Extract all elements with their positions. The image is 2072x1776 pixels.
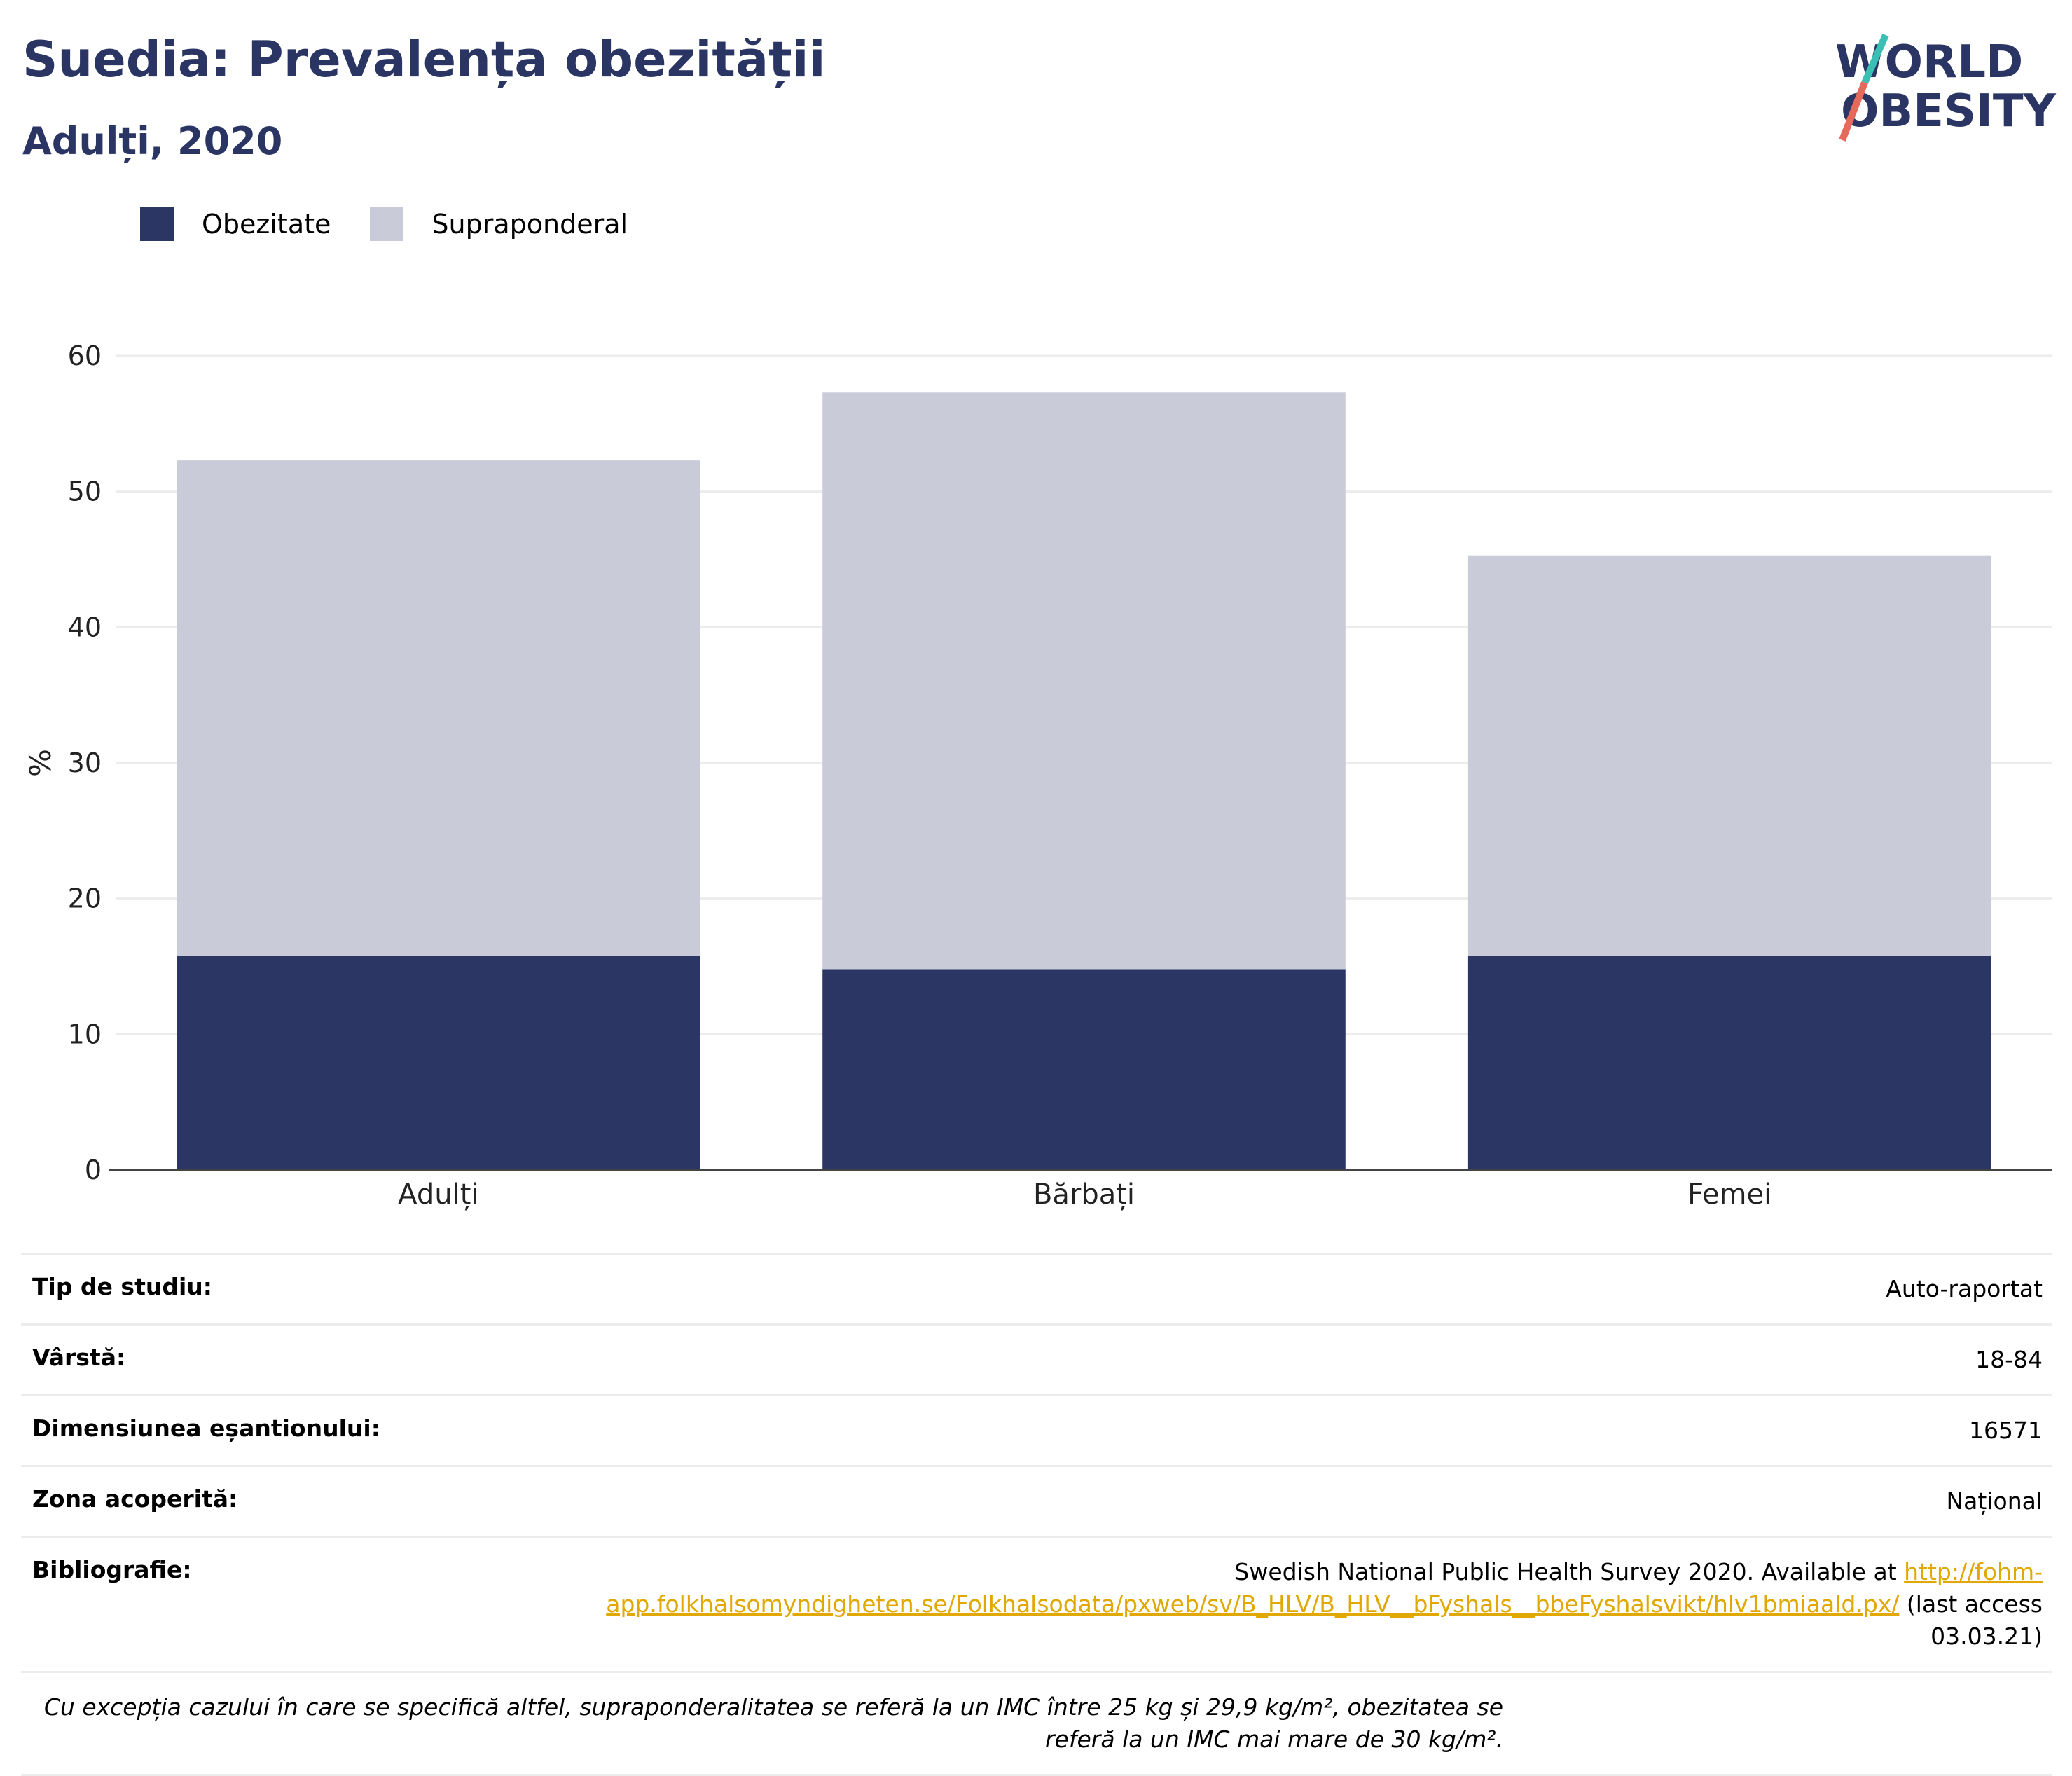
definition-note: Cu excepția cazului în care se specifică… — [43, 1693, 1503, 1753]
sample-value: 16571 — [1969, 1417, 2043, 1444]
bar-obesity-0 — [177, 956, 700, 1170]
y-tick-label-50: 50 — [68, 476, 102, 507]
info-row-age: Vârstă: 18-84 — [21, 1323, 2052, 1394]
study-type-label: Tip de studiu: — [32, 1273, 212, 1300]
bar-overweight-2 — [1467, 555, 1991, 956]
study-type-value: Auto-raportat — [1886, 1275, 2043, 1302]
legend-swatch-obesity — [140, 207, 174, 241]
bar-overweight-0 — [177, 460, 700, 956]
bibliography-label: Bibliografie: — [32, 1556, 192, 1583]
area-value: Național — [1946, 1487, 2043, 1515]
bar-obesity-2 — [1467, 956, 1991, 1170]
y-tick-label-10: 10 — [68, 1019, 102, 1049]
x-tick-label-0: Adulți — [398, 1178, 478, 1211]
info-table: Tip de studiu: Auto-raportat Vârstă: 18-… — [21, 1253, 2052, 1776]
bar-obesity-1 — [822, 969, 1346, 1170]
legend-item-obesity: Obezitate — [140, 207, 331, 241]
x-tick-label-2: Femei — [1687, 1178, 1771, 1211]
logo-line2: OBESITY — [1841, 85, 2056, 137]
bibliography-text: Swedish National Public Health Survey 20… — [1234, 1558, 1905, 1585]
y-axis-title: % — [23, 749, 57, 777]
chart-title: Suedia: Prevalența obezității — [22, 31, 826, 88]
bibliography-after: (last access 03.03.21) — [1899, 1590, 2043, 1650]
y-tick-label-40: 40 — [68, 612, 102, 642]
info-row-study-type: Tip de studiu: Auto-raportat — [21, 1253, 2052, 1323]
bibliography-link[interactable]: http://fohm-app.folkhalsomyndigheten.se/… — [606, 1558, 2043, 1618]
sample-label: Dimensiunea eșantionului: — [32, 1414, 380, 1442]
legend-label-overweight: Supraponderal — [431, 209, 628, 240]
age-value: 18-84 — [1975, 1346, 2043, 1373]
y-tick-label-0: 0 — [85, 1155, 102, 1185]
info-row-note: Cu excepția cazului în care se specifică… — [21, 1671, 2052, 1776]
legend: Obezitate Supraponderal — [140, 207, 667, 241]
info-row-bibliography: Bibliografie: Swedish National Public He… — [21, 1536, 2052, 1671]
world-obesity-logo: WORLD OBESITY — [1835, 33, 2056, 142]
age-label: Vârstă: — [32, 1344, 126, 1371]
legend-swatch-overweight — [370, 207, 404, 241]
legend-label-obesity: Obezitate — [202, 209, 331, 240]
y-tick-label-30: 30 — [68, 748, 102, 778]
info-row-sample: Dimensiunea eșantionului: 16571 — [21, 1394, 2052, 1465]
y-tick-label-60: 60 — [68, 340, 102, 371]
bar-chart: 0 10 20 30 40 50 60% Adulți Bărbați Femei — [23, 340, 2052, 1211]
x-tick-label-1: Bărbați — [1033, 1178, 1135, 1211]
y-tick-label-20: 20 — [68, 883, 102, 914]
chart-subtitle: Adulți, 2020 — [22, 119, 283, 163]
legend-item-overweight: Supraponderal — [370, 207, 628, 241]
area-label: Zona acoperită: — [32, 1485, 238, 1513]
bar-overweight-1 — [822, 392, 1346, 970]
bibliography-value: Swedish National Public Health Survey 20… — [572, 1556, 2043, 1653]
info-row-area: Zona acoperită: Național — [21, 1465, 2052, 1536]
